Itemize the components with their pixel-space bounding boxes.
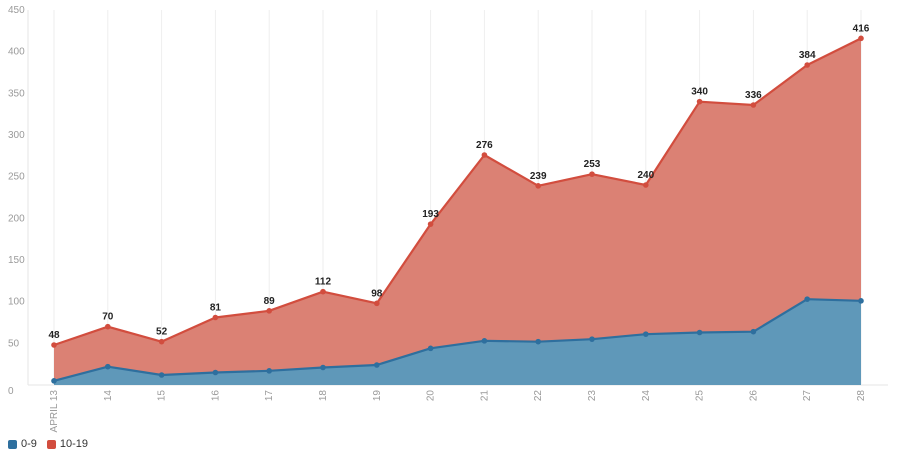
x-tick-label: 20 xyxy=(426,390,437,402)
point-series-2 xyxy=(320,288,326,295)
point-series-1 xyxy=(643,331,649,337)
x-tick-label: 15 xyxy=(157,390,168,402)
point-series-1 xyxy=(158,372,165,378)
x-tick-label: 18 xyxy=(318,390,329,402)
data-label-total: 48 xyxy=(48,330,60,341)
point-series-2 xyxy=(750,102,757,108)
y-tick-label: 150 xyxy=(8,255,25,266)
data-label-total: 89 xyxy=(264,296,276,307)
point-series-2 xyxy=(158,338,165,345)
point-series-1 xyxy=(750,328,757,335)
point-series-2 xyxy=(427,221,434,227)
point-series-2 xyxy=(266,308,273,314)
data-label-total: 239 xyxy=(530,171,547,182)
point-series-2 xyxy=(374,300,380,307)
data-label-total: 253 xyxy=(584,159,601,170)
legend-swatch-series-2 xyxy=(46,439,56,449)
data-label-total: 276 xyxy=(476,140,493,151)
point-series-2 xyxy=(589,171,595,177)
y-tick-label: 100 xyxy=(8,297,25,308)
area-series-2 xyxy=(54,38,861,381)
legend-label-series-1: 0-9 xyxy=(21,438,37,450)
y-tick-label: 250 xyxy=(8,172,25,183)
x-tick-label: 16 xyxy=(210,390,221,402)
point-series-1 xyxy=(212,369,219,376)
point-series-2 xyxy=(105,323,111,330)
x-tick-label: 17 xyxy=(264,390,275,402)
data-labels: 48 70 52 81 89 112 98 193 276 239 253 240 340 336 384 4… xyxy=(48,23,869,341)
x-tick-label: 27 xyxy=(802,390,813,402)
x-tick-label: APRIL 13 xyxy=(49,390,60,433)
point-series-1 xyxy=(804,296,810,302)
x-tick-label: 23 xyxy=(587,390,598,402)
point-series-1 xyxy=(374,362,380,368)
x-tick-label: 14 xyxy=(103,390,114,402)
x-tick-label: 19 xyxy=(372,390,383,402)
line-layer xyxy=(53,37,862,382)
point-series-2 xyxy=(51,342,57,348)
line-series-1 xyxy=(53,298,862,382)
data-label-total: 240 xyxy=(637,170,654,181)
point-series-2 xyxy=(696,98,703,105)
y-tick-label: 400 xyxy=(8,47,25,58)
legend-item-series-1[interactable]: 0-9 xyxy=(8,438,37,450)
data-label-total: 384 xyxy=(799,50,816,61)
x-tick-label: 21 xyxy=(479,390,490,402)
point-series-1 xyxy=(266,368,273,374)
x-tick-label: 28 xyxy=(856,390,867,402)
legend-label-series-2: 10-19 xyxy=(59,438,89,450)
legend-item-series-2[interactable]: 10-19 xyxy=(46,438,89,450)
point-layer xyxy=(51,35,864,384)
y-tick-label: 350 xyxy=(8,88,25,99)
point-series-1 xyxy=(105,363,111,370)
data-label-total: 416 xyxy=(853,23,870,34)
x-tick-label: 26 xyxy=(748,390,759,402)
area-layer xyxy=(54,38,861,385)
point-series-1 xyxy=(858,298,864,304)
y-tick-label: 200 xyxy=(8,213,25,224)
x-axis: APRIL 13 14 15 16 17 18 19 20 21 22 23 24 25 26 27 28 xyxy=(49,390,867,433)
data-label-total: 70 xyxy=(102,312,114,323)
y-tick-label: 50 xyxy=(8,338,20,349)
x-tick-label: 22 xyxy=(533,390,544,402)
data-label-total: 193 xyxy=(422,209,439,220)
point-series-2 xyxy=(643,182,649,188)
line-series-2 xyxy=(53,37,862,347)
point-series-1 xyxy=(696,329,703,336)
y-tick-label: 450 xyxy=(8,5,25,16)
point-series-1 xyxy=(481,338,488,344)
y-axis: 0 50 100 150 200 250 300 350 400 450 xyxy=(8,5,25,397)
data-label-total: 81 xyxy=(210,303,222,314)
point-series-2 xyxy=(858,35,864,42)
y-tick-label: 0 xyxy=(8,386,14,397)
point-series-1 xyxy=(320,364,326,371)
point-series-2 xyxy=(804,62,810,68)
area-series-1 xyxy=(54,299,861,385)
point-series-1 xyxy=(589,336,595,342)
point-series-2 xyxy=(481,152,488,158)
x-tick-label: 25 xyxy=(695,390,706,402)
point-series-1 xyxy=(427,345,434,352)
data-label-total: 336 xyxy=(745,90,762,101)
legend-swatch-series-1 xyxy=(8,439,17,449)
point-series-2 xyxy=(535,183,541,189)
x-tick-label: 24 xyxy=(641,390,652,402)
y-tick-label: 300 xyxy=(8,130,25,141)
data-label-total: 98 xyxy=(371,288,383,299)
legend: 0-9 10-19 xyxy=(8,438,88,450)
point-series-1 xyxy=(535,338,541,345)
data-label-total: 340 xyxy=(691,87,708,98)
point-series-2 xyxy=(212,314,219,321)
data-label-total: 112 xyxy=(315,277,332,288)
point-series-1 xyxy=(51,378,57,384)
data-label-total: 52 xyxy=(156,327,168,338)
